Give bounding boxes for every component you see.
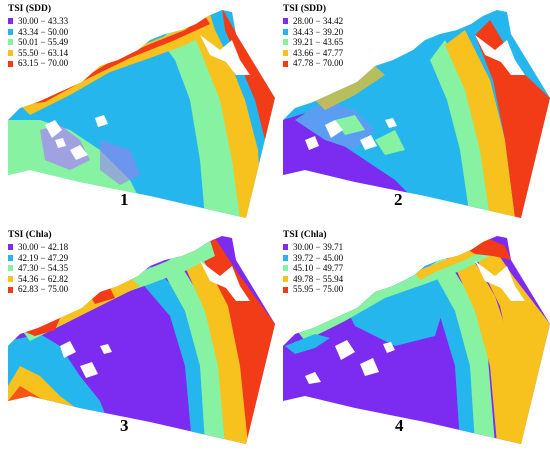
legend-title: TSI (Chla) — [283, 230, 327, 240]
legend-item: 39.21 − 43.65 — [283, 37, 343, 48]
legend-item: 45.10 − 49.77 — [283, 263, 343, 274]
legend-item: 34.43 − 39.20 — [283, 27, 343, 38]
legend-item: 49.78 − 55.94 — [283, 274, 343, 285]
map-panel-4: TSI (Chla) 30.00 − 39.71 39.72 − 45.00 4… — [275, 226, 550, 452]
legend-swatch — [8, 286, 13, 293]
legend-label: 39.72 − 45.00 — [293, 252, 344, 263]
panel-number: 1 — [120, 190, 129, 209]
map-panel-3: TSI (Chla) 30.00 − 42.18 42.19 − 47.29 4… — [0, 226, 275, 452]
legend-label: 43.66 − 47.77 — [293, 47, 344, 58]
legend-swatch — [283, 265, 288, 272]
legend-label: 49.78 − 55.94 — [293, 273, 344, 284]
legend-item: 55.50 − 63.14 — [8, 48, 68, 59]
legend-swatch — [8, 60, 13, 67]
legend-item: 47.30 − 54.35 — [8, 263, 68, 274]
legend-item: 30.00 − 39.71 — [283, 242, 343, 253]
legend-item: 50.01 − 55.49 — [8, 37, 68, 48]
legend-label: 62.83 − 75.00 — [18, 284, 69, 295]
legend-label: 50.01 − 55.49 — [18, 37, 69, 48]
legend-item: 43.66 − 47.77 — [283, 48, 343, 59]
legend-label: 55.50 − 63.14 — [18, 47, 69, 58]
map-panel-1: TSI (SDD) 30.00 − 43.33 43.34 − 50.00 50… — [0, 0, 275, 226]
legend-swatch — [8, 244, 13, 251]
legend-item: 39.72 − 45.00 — [283, 253, 343, 264]
legend-swatch — [8, 254, 13, 261]
legend-title: TSI (Chla) — [8, 230, 52, 240]
legend-label: 63.15 − 70.00 — [18, 58, 69, 69]
legend-label: 47.30 − 54.35 — [18, 263, 69, 274]
legend-item: 54.36 − 62.82 — [8, 274, 68, 285]
legend-3: TSI (Chla) 30.00 − 42.18 42.19 − 47.29 4… — [8, 230, 68, 295]
legend-swatch — [283, 28, 288, 35]
legend-swatch — [8, 276, 13, 283]
legend-swatch — [8, 39, 13, 46]
legend-label: 47.78 − 70.00 — [293, 58, 344, 69]
legend-item: 43.34 − 50.00 — [8, 27, 68, 38]
tsi-map-2 — [283, 10, 550, 218]
legend-label: 54.36 − 62.82 — [18, 273, 69, 284]
map-panel-2: TSI (SDD) 28.00 − 34.42 34.43 − 39.20 39… — [275, 0, 550, 226]
legend-swatch — [283, 286, 288, 293]
legend-title: TSI (SDD) — [8, 4, 52, 14]
legend-swatch — [283, 276, 288, 283]
panel-number: 3 — [120, 416, 129, 435]
legend-item: 30.00 − 43.33 — [8, 16, 68, 27]
legend-item: 62.83 − 75.00 — [8, 284, 68, 295]
legend-label: 30.00 − 42.18 — [18, 242, 69, 252]
legend-label: 42.19 − 47.29 — [18, 252, 69, 263]
legend-label: 43.34 − 50.00 — [18, 26, 69, 37]
legend-item: 63.15 − 70.00 — [8, 58, 68, 69]
legend-item: 55.95 − 75.00 — [283, 284, 343, 295]
legend-label: 28.00 − 34.42 — [293, 16, 344, 26]
legend-label: 30.00 − 39.71 — [293, 242, 344, 252]
legend-swatch — [8, 18, 13, 25]
legend-item: 28.00 − 34.42 — [283, 16, 343, 27]
legend-swatch — [283, 244, 288, 251]
legend-swatch — [283, 18, 288, 25]
legend-label: 34.43 − 39.20 — [293, 26, 344, 37]
legend-item: 42.19 − 47.29 — [8, 253, 68, 264]
panel-number: 2 — [394, 190, 403, 209]
panel-number: 4 — [395, 416, 404, 435]
legend-4: TSI (Chla) 30.00 − 39.71 39.72 − 45.00 4… — [283, 230, 343, 295]
legend-2: TSI (SDD) 28.00 − 34.42 34.43 − 39.20 39… — [283, 4, 343, 69]
legend-swatch — [8, 50, 13, 57]
legend-label: 45.10 − 49.77 — [293, 263, 344, 274]
legend-swatch — [283, 254, 288, 261]
tsi-map-3 — [8, 236, 275, 444]
legend-swatch — [283, 60, 288, 67]
tsi-map-4 — [283, 236, 550, 444]
legend-item: 47.78 − 70.00 — [283, 58, 343, 69]
legend-swatch — [8, 28, 13, 35]
legend-label: 30.00 − 43.33 — [18, 16, 69, 26]
legend-title: TSI (SDD) — [283, 4, 327, 14]
legend-label: 55.95 − 75.00 — [293, 284, 344, 295]
legend-swatch — [283, 50, 288, 57]
tsi-map-1 — [8, 10, 275, 218]
legend-1: TSI (SDD) 30.00 − 43.33 43.34 − 50.00 50… — [8, 4, 68, 69]
legend-label: 39.21 − 43.65 — [293, 37, 344, 48]
legend-swatch — [8, 265, 13, 272]
legend-item: 30.00 − 42.18 — [8, 242, 68, 253]
legend-swatch — [283, 39, 288, 46]
